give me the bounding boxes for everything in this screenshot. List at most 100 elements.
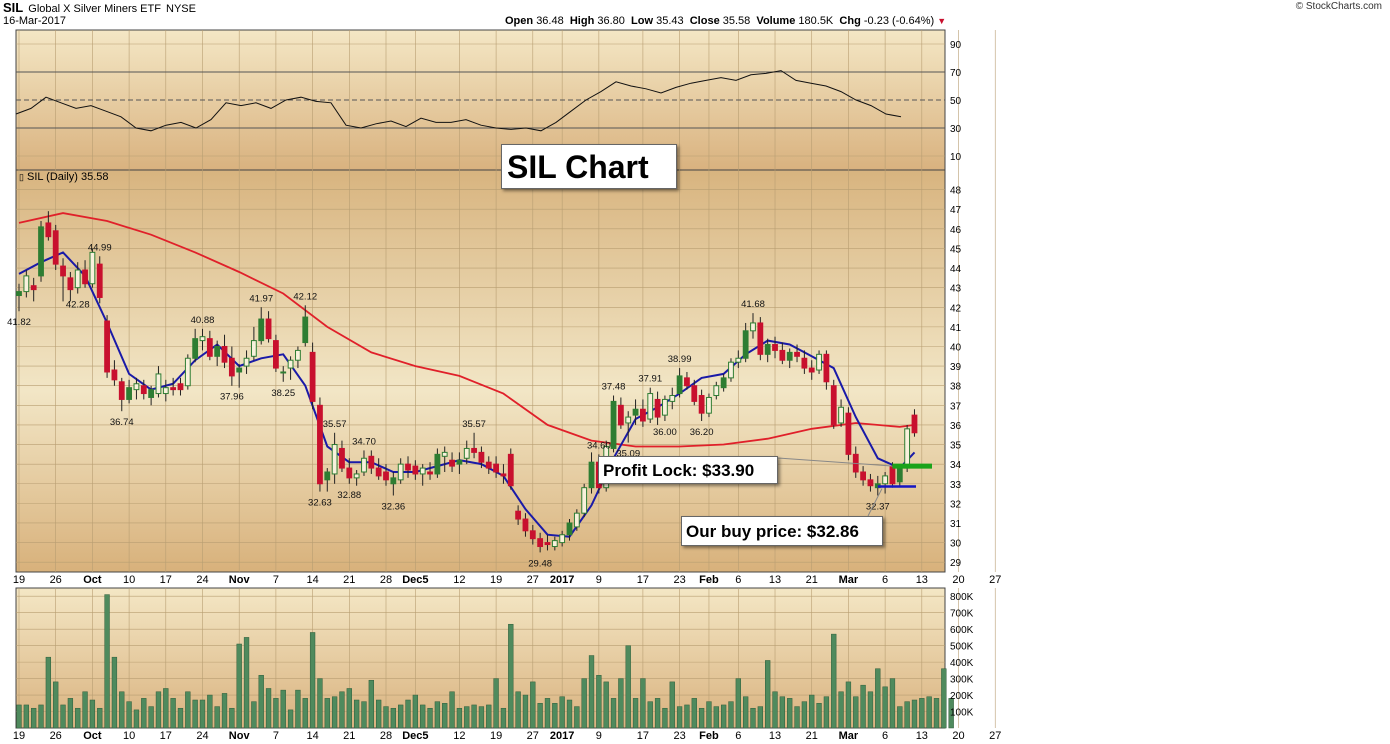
candle-body: [412, 465, 419, 475]
volume-bar: [287, 709, 294, 729]
candle-body: [82, 269, 88, 285]
high-value: 36.80: [597, 15, 625, 27]
candle-body: [104, 320, 110, 373]
price-y-tick-label: 40: [950, 342, 962, 353]
rsi-y-tick-label: 90: [950, 40, 962, 51]
x-tick-label: 27: [527, 730, 539, 742]
candle-body: [456, 459, 463, 465]
candle-body: [720, 377, 727, 389]
candle-body: [265, 318, 272, 340]
volume-bar: [904, 701, 910, 729]
volume-bar: [280, 689, 286, 729]
candle-body: [383, 471, 389, 481]
volume-bar: [148, 706, 154, 729]
volume-bar: [669, 681, 675, 729]
candle-body: [654, 398, 661, 418]
candle-body: [258, 318, 265, 342]
high-label: High: [569, 15, 595, 27]
x-tick-label: 12: [453, 574, 465, 586]
x-tick-label: 19: [490, 574, 502, 586]
candle-legend-icon: ▯: [19, 172, 24, 182]
volume-bar: [163, 688, 169, 729]
volume-bar: [82, 691, 88, 729]
x-tick-label: 19: [490, 730, 502, 742]
price-data-label: 29.48: [528, 558, 552, 569]
candle-body: [419, 467, 426, 475]
change-value: -0.23 (-0.64%): [863, 15, 935, 27]
volume-bar: [684, 704, 690, 729]
price-data-label: 38.25: [271, 388, 295, 399]
candle-body: [206, 338, 213, 357]
candle-body: [214, 345, 221, 357]
volume-bar: [236, 643, 242, 729]
candle-body: [625, 416, 632, 424]
volume-bar: [390, 707, 396, 729]
candle-body: [60, 265, 66, 277]
candle-body: [640, 408, 646, 422]
x-tick-label: 2017: [550, 730, 574, 742]
price-y-tick-label: 46: [950, 225, 962, 236]
price-y-tick-label: 44: [950, 264, 962, 275]
candle-body: [794, 351, 800, 357]
candle-body: [449, 459, 455, 467]
volume-y-tick-label: 500K: [950, 642, 974, 653]
price-data-label: 42.12: [293, 291, 317, 302]
x-tick-label: 24: [196, 574, 208, 586]
candle-body: [192, 338, 199, 359]
candle-body: [647, 393, 654, 420]
x-tick-label: 23: [673, 574, 685, 586]
candle-body: [133, 383, 140, 391]
candle-body: [522, 518, 529, 532]
candle-body: [155, 373, 162, 395]
candle-body: [867, 479, 874, 487]
price-data-label: 41.82: [7, 317, 31, 328]
price-y-tick-label: 43: [950, 284, 962, 295]
stockcharts-credit: © StockCharts.com: [1295, 1, 1382, 12]
price-data-label: 41.97: [249, 293, 273, 304]
volume-bar: [757, 706, 763, 729]
price-y-tick-label: 48: [950, 186, 962, 197]
candle-body: [485, 461, 492, 469]
candle-body: [177, 383, 184, 391]
price-y-tick-label: 39: [950, 362, 962, 373]
volume-bar: [838, 691, 844, 729]
rsi-y-tick-label: 70: [950, 68, 962, 79]
x-tick-label: 21: [343, 730, 355, 742]
volume-bar: [493, 678, 499, 729]
volume-bar: [698, 707, 705, 729]
volume-bar: [89, 699, 96, 729]
volume-bar: [640, 678, 646, 729]
rsi-line: [15, 70, 902, 132]
candle-body: [706, 396, 712, 414]
x-tick-label: 6: [882, 730, 888, 742]
volume-bar: [559, 696, 565, 729]
candle-body: [353, 473, 360, 479]
x-tick-label: 19: [13, 730, 25, 742]
volume-bar: [420, 704, 426, 729]
candle-body: [126, 387, 132, 400]
x-tick-label: 10: [123, 730, 135, 742]
volume-bar: [831, 633, 837, 729]
candle-body: [221, 345, 228, 363]
volume-bar: [588, 655, 595, 729]
volume-bar: [530, 681, 536, 729]
x-tick-label: Feb: [699, 730, 719, 742]
price-data-label: 35.57: [462, 419, 486, 430]
price-data-label: 32.88: [337, 490, 361, 501]
x-tick-label: 27: [989, 574, 1001, 586]
volume-bar: [926, 696, 932, 729]
candle-body: [698, 395, 705, 414]
candle-body: [427, 471, 433, 475]
candle-body: [772, 344, 778, 351]
close-label: Close: [689, 15, 720, 27]
volume-bar: [574, 706, 580, 729]
volume-bar: [508, 623, 514, 729]
volume-bar: [515, 691, 521, 729]
candle-body: [544, 542, 551, 546]
x-tick-label: 17: [637, 730, 649, 742]
chart-header: SIL Global X Silver Miners ETF NYSE: [3, 0, 196, 15]
buy-price-callout: Our buy price: $32.86: [681, 516, 883, 546]
candle-body: [779, 349, 786, 361]
volume-bar: [552, 703, 558, 729]
candle-body: [691, 385, 698, 402]
